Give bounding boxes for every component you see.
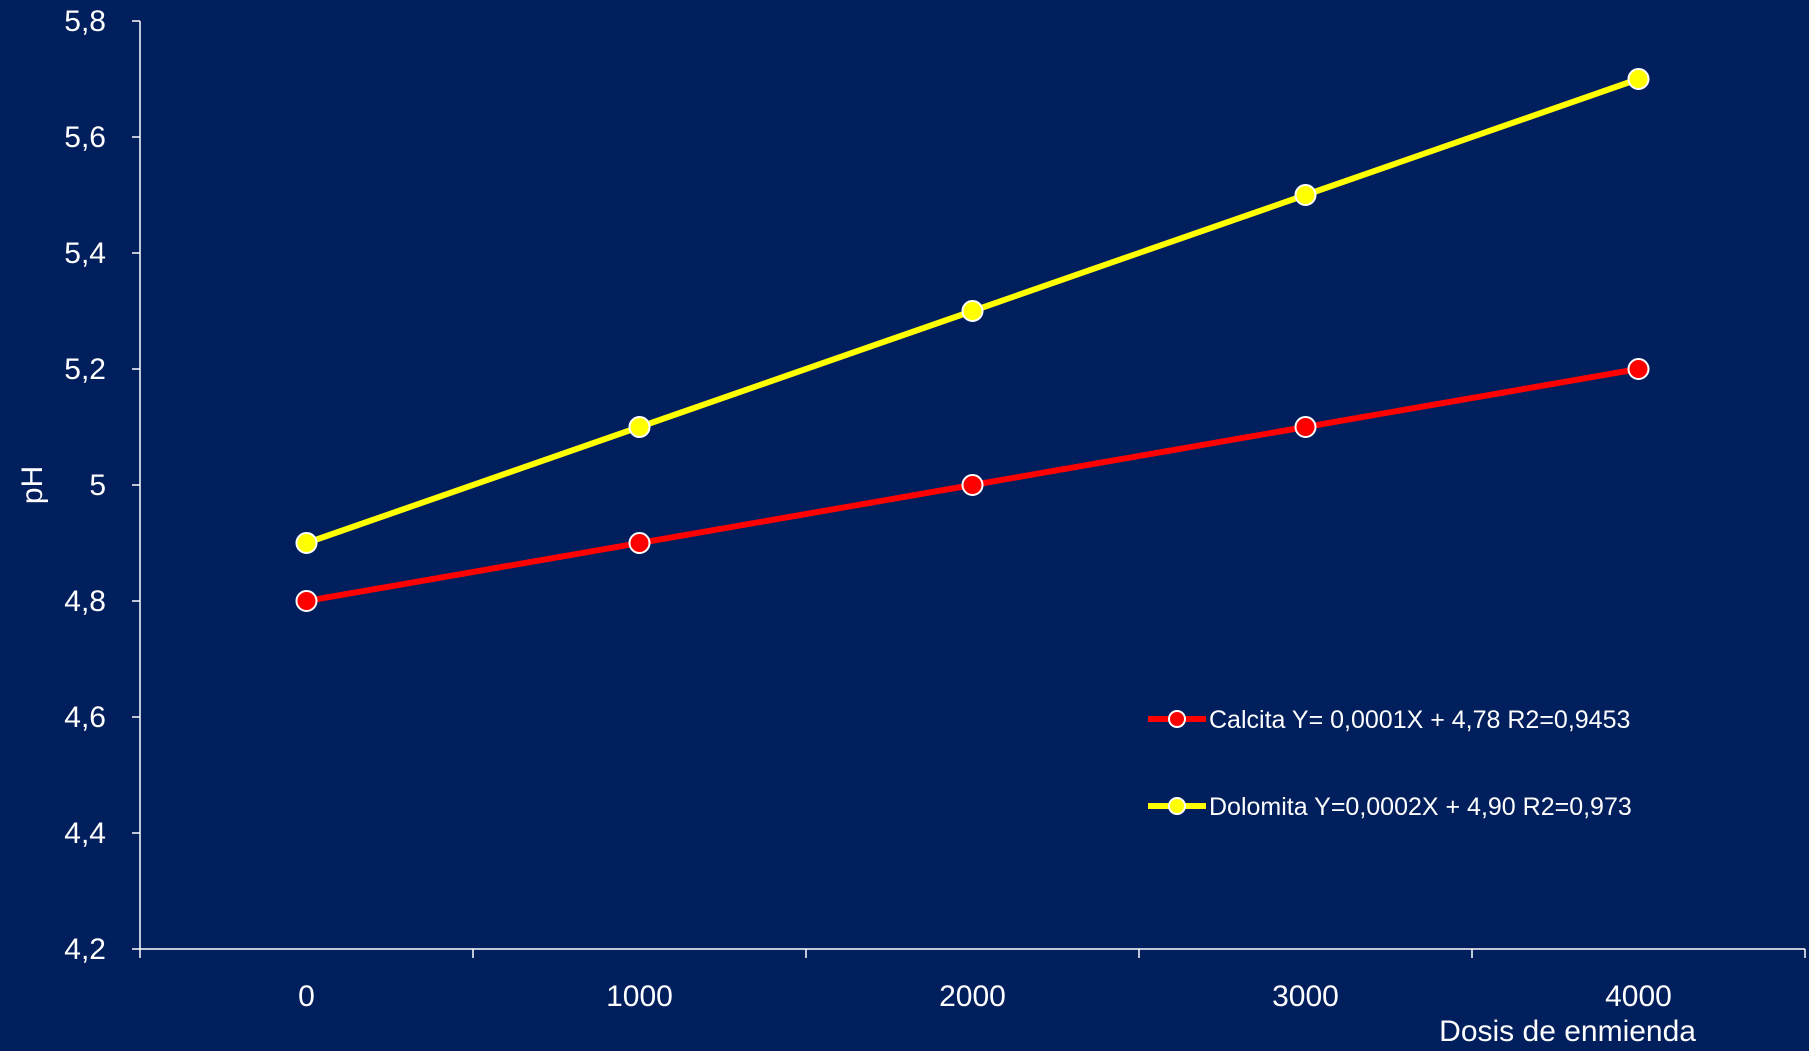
y-tick-label: 4,8 [64,585,106,618]
legend-swatch-marker [1169,798,1185,814]
data-point [1296,185,1316,205]
legend: Calcita Y= 0,0001X + 4,78 R2=0,9453 Dolom… [1148,706,1632,821]
axes: 4,2 4,4 4,6 4,8 5 5,2 5,4 5,6 5,8 0 1000 2000 3000 40… [64,5,1805,1013]
x-tick-label: 3000 [1272,980,1339,1013]
x-tick-label: 1000 [606,980,673,1013]
y-tick-label: 5,6 [64,121,106,154]
y-tick-label: 4,2 [64,933,106,966]
x-tick-label: 0 [298,980,315,1013]
series-calcita [297,359,1649,611]
y-tick-label: 5,8 [64,5,106,38]
y-tick-label: 5,4 [64,237,106,270]
data-point [630,417,650,437]
legend-label: Dolomita Y=0,0002X + 4,90 R2=0,973 [1209,793,1632,821]
series-layer [297,69,1649,611]
x-tick-label: 4000 [1605,980,1672,1013]
legend-label: Calcita Y= 0,0001X + 4,78 R2=0,9453 [1209,706,1630,734]
data-point [297,591,317,611]
x-tick-label: 2000 [939,980,1006,1013]
y-tick-label: 5,2 [64,353,106,386]
data-point [630,533,650,553]
data-point [1629,69,1649,89]
data-point [963,301,983,321]
y-tick-label: 4,6 [64,701,106,734]
legend-swatch-marker [1169,711,1185,727]
legend-entry: Calcita Y= 0,0001X + 4,78 R2=0,9453 [1148,706,1630,734]
data-point [963,475,983,495]
legend-entry: Dolomita Y=0,0002X + 4,90 R2=0,973 [1148,793,1632,821]
data-point [1296,417,1316,437]
x-axis-title: Dosis de enmienda [1439,1015,1696,1048]
y-tick-label: 4,4 [64,817,106,850]
y-tick-label: 5 [89,469,106,502]
y-axis-title: pH [16,466,49,504]
data-point [1629,359,1649,379]
data-point [297,533,317,553]
